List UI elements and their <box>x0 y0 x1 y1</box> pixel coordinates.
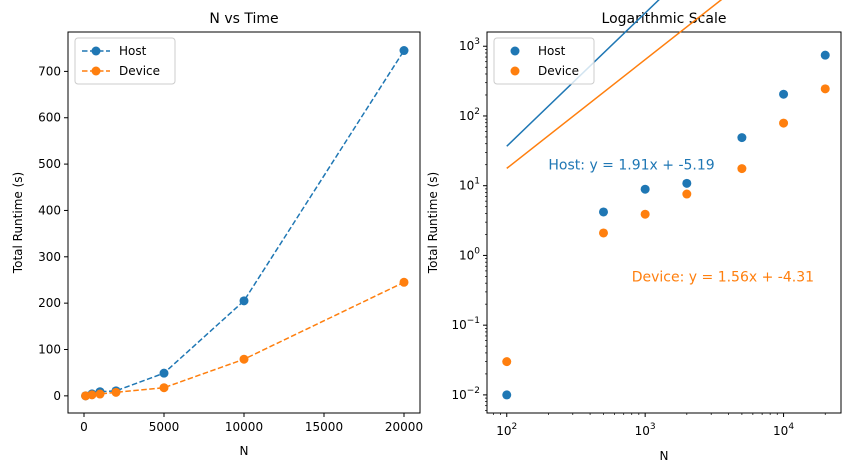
log-tick-label: 10−2 <box>451 386 480 402</box>
data-point-host <box>159 368 169 378</box>
y-tick-label: 600 <box>38 111 61 125</box>
chart-title: N vs Time <box>209 11 278 27</box>
x-tick-label: 10000 <box>225 420 263 434</box>
legend-label: Host <box>119 44 147 58</box>
data-point-host <box>737 133 747 143</box>
data-point-device <box>159 383 169 393</box>
data-point-host <box>598 207 608 217</box>
x-axis-label: N <box>240 444 249 458</box>
data-point-host <box>502 390 512 400</box>
data-point-host <box>779 89 789 99</box>
y-tick-label: 0 <box>53 389 61 403</box>
y-tick-label: 200 <box>38 296 61 310</box>
legend-swatch-marker <box>91 46 101 56</box>
legend-swatch-marker <box>510 46 520 56</box>
log-tick-label: 103 <box>635 422 656 438</box>
fit-equation-host: Host: y = 1.91x + -5.19 <box>548 158 714 174</box>
log-tick-label: 100 <box>459 246 480 262</box>
y-axis-label: Total Runtime (s) <box>11 172 25 274</box>
data-point-device <box>399 277 409 287</box>
series-line-host <box>85 50 405 397</box>
legend-swatch-marker <box>510 66 520 76</box>
data-point-host <box>399 46 409 56</box>
data-point-device <box>682 189 692 199</box>
data-point-device <box>239 354 249 364</box>
x-axis-label: N <box>660 449 669 463</box>
data-point-device <box>640 209 650 219</box>
log-tick-label: 10−1 <box>451 316 480 332</box>
legend-swatch-marker <box>91 66 101 76</box>
data-point-device <box>598 228 608 238</box>
x-tick-label: 15000 <box>305 420 343 434</box>
y-tick-label: 700 <box>38 64 61 78</box>
y-tick-label: 400 <box>38 203 61 217</box>
log-tick-label: 102 <box>459 107 480 123</box>
data-point-device <box>502 357 512 367</box>
data-point-device <box>820 84 830 94</box>
data-point-device <box>87 390 97 400</box>
log-tick-label: 102 <box>496 422 517 438</box>
y-tick-label: 500 <box>38 157 61 171</box>
fit-line-host <box>506 0 660 147</box>
legend-label: Device <box>119 64 160 78</box>
legend-label: Host <box>538 44 566 58</box>
log-tick-label: 101 <box>459 177 480 193</box>
legend-label: Device <box>538 64 579 78</box>
fit-equation-device: Device: y = 1.56x + -4.31 <box>632 269 814 285</box>
x-tick-label: 20000 <box>385 420 423 434</box>
chart-title: Logarithmic Scale <box>602 11 727 27</box>
data-point-host <box>239 296 249 306</box>
chart-right: Logarithmic Scale N Total Runtime (s) 102 10… <box>426 0 842 463</box>
y-tick-label: 100 <box>38 343 61 357</box>
fit-line-device <box>506 0 723 169</box>
y-tick-label: 300 <box>38 250 61 264</box>
x-tick-label: 0 <box>80 420 88 434</box>
data-point-device <box>737 164 747 174</box>
y-axis-label: Total Runtime (s) <box>426 172 440 274</box>
data-point-device <box>111 387 121 397</box>
data-point-host <box>640 184 650 194</box>
log-tick-label: 104 <box>773 422 794 438</box>
data-point-host <box>820 50 830 60</box>
axes-frame-right <box>486 31 842 414</box>
data-point-device <box>779 118 789 128</box>
data-point-device <box>95 389 105 399</box>
log-tick-label: 103 <box>459 37 480 53</box>
data-point-host <box>682 178 692 188</box>
x-tick-label: 5000 <box>149 420 180 434</box>
